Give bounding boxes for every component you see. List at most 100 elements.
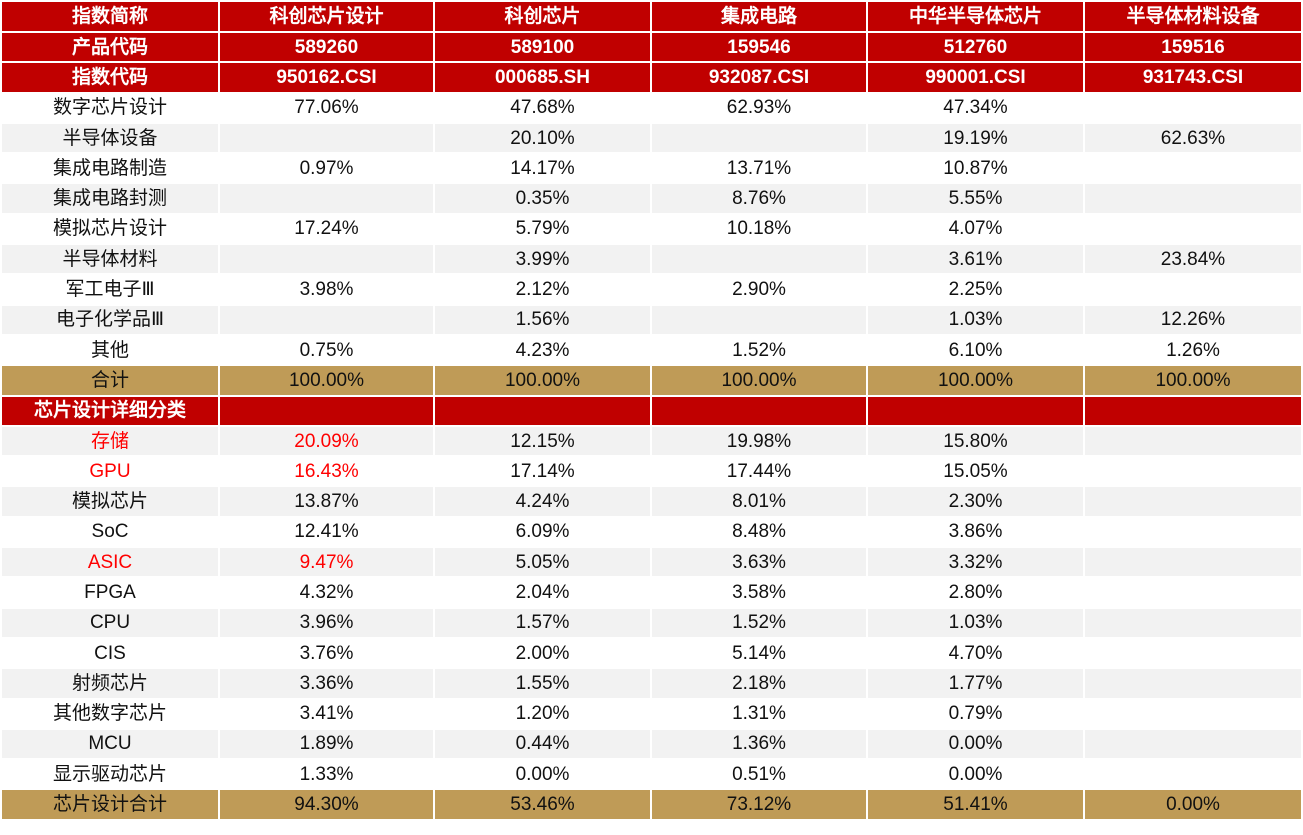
cell-value: 000685.SH xyxy=(435,63,650,92)
cell-value: 0.79% xyxy=(868,699,1083,728)
cell-value: 19.98% xyxy=(652,426,866,456)
cell-value: 10.18% xyxy=(652,214,866,244)
cell-value: 1.57% xyxy=(435,608,650,637)
cell-value: 0.75% xyxy=(220,335,433,365)
industry-row: 模拟芯片设计 17.24% 5.79% 10.18% 4.07% xyxy=(2,214,1301,244)
cell-value: 16.43% xyxy=(220,457,433,486)
row-label: 模拟芯片设计 xyxy=(2,214,218,244)
row-label: CIS xyxy=(2,638,218,668)
cell-value xyxy=(652,396,866,425)
chip-design-row: 显示驱动芯片 1.33% 0.00% 0.51% 0.00% xyxy=(2,760,1301,789)
cell-value: 4.32% xyxy=(220,578,433,607)
row-label: 数字芯片设计 xyxy=(2,93,218,122)
chip-design-row: ASIC 9.47% 5.05% 3.63% 3.32% xyxy=(2,548,1301,577)
row-label: 产品代码 xyxy=(2,33,218,62)
cell-value: 3.58% xyxy=(652,578,866,607)
cell-value: 100.00% xyxy=(435,366,650,395)
cell-value: 1.20% xyxy=(435,699,650,728)
cell-value xyxy=(1085,184,1301,213)
cell-value: 47.68% xyxy=(435,93,650,122)
cell-value: 5.55% xyxy=(868,184,1083,213)
cell-value: 5.14% xyxy=(652,638,866,668)
cell-value xyxy=(1085,699,1301,728)
cell-value: 0.00% xyxy=(868,729,1083,759)
chip-design-row: CPU 3.96% 1.57% 1.52% 1.03% xyxy=(2,608,1301,637)
cell-value: 8.76% xyxy=(652,184,866,213)
total-row: 合计 100.00% 100.00% 100.00% 100.00% 100.00% xyxy=(2,366,1301,395)
header-row: 产品代码 589260 589100 159546 512760 159516 xyxy=(2,33,1301,62)
cell-value: 13.71% xyxy=(652,154,866,183)
cell-value: 2.12% xyxy=(435,275,650,304)
row-label: ASIC xyxy=(2,548,218,577)
cell-value xyxy=(1085,608,1301,637)
cell-value: 20.09% xyxy=(220,426,433,456)
cell-value: 589260 xyxy=(220,33,433,62)
cell-value: 1.55% xyxy=(435,669,650,698)
cell-value: 73.12% xyxy=(652,790,866,819)
cell-value: 3.32% xyxy=(868,548,1083,577)
cell-value xyxy=(1085,760,1301,789)
row-label: 射频芯片 xyxy=(2,669,218,698)
chip-design-row: 射频芯片 3.36% 1.55% 2.18% 1.77% xyxy=(2,669,1301,698)
cell-value: 1.33% xyxy=(220,760,433,789)
row-label: 芯片设计合计 xyxy=(2,790,218,819)
cell-value: 17.44% xyxy=(652,457,866,486)
cell-value xyxy=(1085,93,1301,122)
section-header-row: 芯片设计详细分类 xyxy=(2,396,1301,425)
chip-design-row: 存储 20.09% 12.15% 19.98% 15.80% xyxy=(2,426,1301,456)
cell-value: 2.25% xyxy=(868,275,1083,304)
cell-value xyxy=(1085,669,1301,698)
row-label: 芯片设计详细分类 xyxy=(2,396,218,425)
cell-value: 2.80% xyxy=(868,578,1083,607)
cell-value: 1.77% xyxy=(868,669,1083,698)
cell-value: 100.00% xyxy=(1085,366,1301,395)
cell-value: 950162.CSI xyxy=(220,63,433,92)
row-label: MCU xyxy=(2,729,218,759)
cell-value: 932087.CSI xyxy=(652,63,866,92)
cell-value xyxy=(652,123,866,153)
industry-row: 电子化学品Ⅲ 1.56% 1.03% 12.26% xyxy=(2,305,1301,334)
chip-design-row: 其他数字芯片 3.41% 1.20% 1.31% 0.79% xyxy=(2,699,1301,728)
cell-value: 0.97% xyxy=(220,154,433,183)
cell-value xyxy=(1085,729,1301,759)
cell-value: 15.05% xyxy=(868,457,1083,486)
row-label: 半导体材料 xyxy=(2,245,218,274)
row-label: 指数代码 xyxy=(2,63,218,92)
cell-value: 4.70% xyxy=(868,638,1083,668)
cell-value xyxy=(220,396,433,425)
cell-value: 1.26% xyxy=(1085,335,1301,365)
row-label: 集成电路制造 xyxy=(2,154,218,183)
cell-value: 0.44% xyxy=(435,729,650,759)
cell-value xyxy=(652,245,866,274)
cell-value: 15.80% xyxy=(868,426,1083,456)
cell-value xyxy=(1085,214,1301,244)
cell-value: 3.98% xyxy=(220,275,433,304)
cell-value xyxy=(1085,426,1301,456)
cell-value xyxy=(220,245,433,274)
cell-value: 1.31% xyxy=(652,699,866,728)
cell-value: 19.19% xyxy=(868,123,1083,153)
cell-value: 3.36% xyxy=(220,669,433,698)
row-label: 存储 xyxy=(2,426,218,456)
cell-value: 5.79% xyxy=(435,214,650,244)
cell-value: 12.26% xyxy=(1085,305,1301,334)
cell-value: 科创芯片 xyxy=(435,2,650,31)
row-label: CPU xyxy=(2,608,218,637)
chip-design-row: CIS 3.76% 2.00% 5.14% 4.70% xyxy=(2,638,1301,668)
cell-value: 100.00% xyxy=(868,366,1083,395)
row-label: 模拟芯片 xyxy=(2,487,218,516)
cell-value: 3.63% xyxy=(652,548,866,577)
cell-value: 100.00% xyxy=(220,366,433,395)
cell-value: 3.41% xyxy=(220,699,433,728)
row-label: 其他数字芯片 xyxy=(2,699,218,728)
cell-value: 2.90% xyxy=(652,275,866,304)
cell-value: 3.61% xyxy=(868,245,1083,274)
cell-value xyxy=(1085,457,1301,486)
header-row: 指数代码 950162.CSI 000685.SH 932087.CSI 990001.… xyxy=(2,63,1301,92)
cell-value: 1.36% xyxy=(652,729,866,759)
chip-design-row: MCU 1.89% 0.44% 1.36% 0.00% xyxy=(2,729,1301,759)
cell-value: 4.24% xyxy=(435,487,650,516)
cell-value: 51.41% xyxy=(868,790,1083,819)
header-row: 指数简称 科创芯片设计 科创芯片 集成电路 中华半导体芯片 半导体材料设备 xyxy=(2,2,1301,31)
cell-value: 159546 xyxy=(652,33,866,62)
